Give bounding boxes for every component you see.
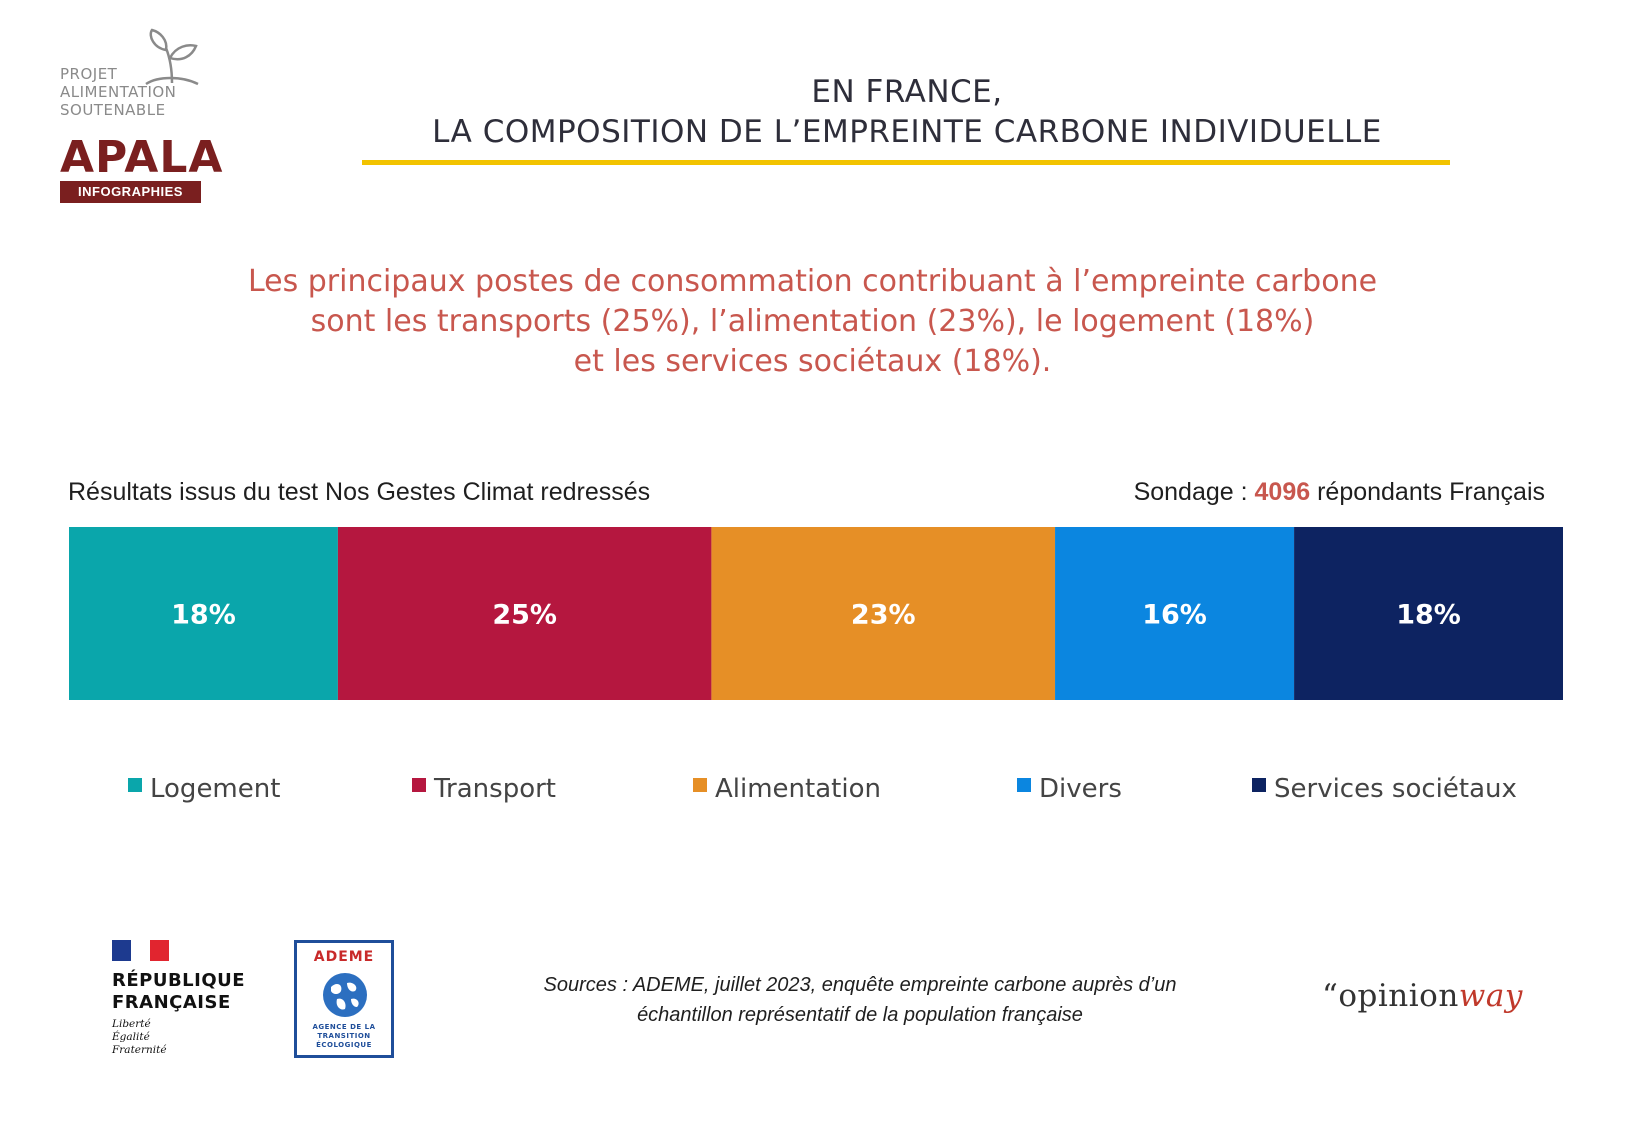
subtitle-line-2: sont les transports (25%), l’alimentatio… xyxy=(310,304,1315,339)
apala-logo: PROJET ALIMENTATION SOUTENABLE APALA INF… xyxy=(60,28,222,208)
bar-label-5: 18% xyxy=(1396,600,1461,631)
bar-segment-5 xyxy=(1294,527,1563,700)
sample-prefix: Sondage : xyxy=(1133,478,1255,506)
ademe-sub-line-2: TRANSITION xyxy=(317,1032,371,1040)
ademe-subtitle: AGENCE DE LA TRANSITION ÉCOLOGIQUE xyxy=(297,1023,391,1050)
subtitle-line-3: et les services sociétaux (18%). xyxy=(573,344,1052,379)
legend-swatch-3 xyxy=(693,778,707,792)
republique-motto: Liberté Égalité Fraternité xyxy=(112,1018,167,1057)
globe-icon xyxy=(323,973,367,1017)
legend-label-2: Transport xyxy=(433,774,556,804)
title-underline xyxy=(362,160,1450,165)
bar-segment-2 xyxy=(337,527,712,700)
ademe-logo: ADEME AGENCE DE LA TRANSITION ÉCOLOGIQUE xyxy=(294,940,394,1058)
legend-swatch-5 xyxy=(1252,778,1266,792)
opinionway-logo: “opinionway xyxy=(1322,978,1523,1014)
legend-swatch-1 xyxy=(128,778,142,792)
sample-caption: Sondage : 4096 répondants Français xyxy=(1134,478,1545,507)
method-caption: Résultats issus du test Nos Gestes Clima… xyxy=(68,478,651,506)
subtitle-line-1: Les principaux postes de consommation co… xyxy=(247,264,1378,299)
legend-label-4: Divers xyxy=(1039,774,1122,804)
opinionway-quote: “ xyxy=(1322,978,1339,1014)
bar-segment-1 xyxy=(69,527,338,700)
page-title: EN FRANCE, LA COMPOSITION DE L’EMPREINTE… xyxy=(362,72,1452,152)
legend-label-3: Alimentation xyxy=(715,774,881,804)
republique-line-2: FRANÇAISE xyxy=(112,992,231,1013)
ademe-sub-line-1: AGENCE DE LA xyxy=(312,1023,376,1031)
opinionway-opinion: opinion xyxy=(1338,978,1459,1014)
legend-swatch-4 xyxy=(1017,778,1031,792)
legend-label-5: Services sociétaux xyxy=(1274,774,1517,804)
logo-line-2: ALIMENTATION xyxy=(60,83,177,101)
ademe-title: ADEME xyxy=(313,949,375,965)
sources-note: Sources : ADEME, juillet 2023, enquête e… xyxy=(440,970,1280,1030)
subtitle: Les principaux postes de consommation co… xyxy=(80,262,1545,382)
ademe-sub-line-3: ÉCOLOGIQUE xyxy=(316,1041,372,1049)
logo-band: INFOGRAPHIES xyxy=(60,181,201,203)
sample-suffix: répondants Français xyxy=(1310,478,1545,506)
logo-line-3: SOUTENABLE xyxy=(60,101,166,119)
logo-wordmark: APALA xyxy=(60,132,224,183)
bar-label-2: 25% xyxy=(492,600,557,631)
motto-line-3: Fraternité xyxy=(112,1044,167,1056)
republique-francaise-logo: RÉPUBLIQUE FRANÇAISE Liberté Égalité Fra… xyxy=(112,940,272,1060)
sources-line-1: Sources : ADEME, juillet 2023, enquête e… xyxy=(543,974,1177,996)
bar-segment-3 xyxy=(711,527,1056,700)
legend-label-1: Logement xyxy=(150,774,280,804)
motto-line-1: Liberté xyxy=(112,1018,151,1030)
legend-swatch-2 xyxy=(412,778,426,792)
sources-line-2: échantillon représentatif de la populati… xyxy=(637,1004,1083,1026)
sprout-icon xyxy=(145,28,199,86)
motto-line-2: Égalité xyxy=(112,1031,150,1043)
bar-label-1: 18% xyxy=(171,600,236,631)
sample-count: 4096 xyxy=(1254,478,1311,506)
logo-line-1: PROJET xyxy=(60,65,118,83)
bar-label-4: 16% xyxy=(1142,600,1207,631)
republique-text: RÉPUBLIQUE FRANÇAISE xyxy=(112,970,245,1014)
french-flag-icon xyxy=(112,940,170,961)
bar-segment-4 xyxy=(1055,527,1295,700)
republique-line-1: RÉPUBLIQUE xyxy=(112,970,246,991)
opinionway-way: way xyxy=(1458,978,1523,1014)
title-line-2: LA COMPOSITION DE L’EMPREINTE CARBONE IN… xyxy=(432,114,1382,150)
bar-label-3: 23% xyxy=(851,600,916,631)
title-line-1: EN FRANCE, xyxy=(811,74,1003,110)
